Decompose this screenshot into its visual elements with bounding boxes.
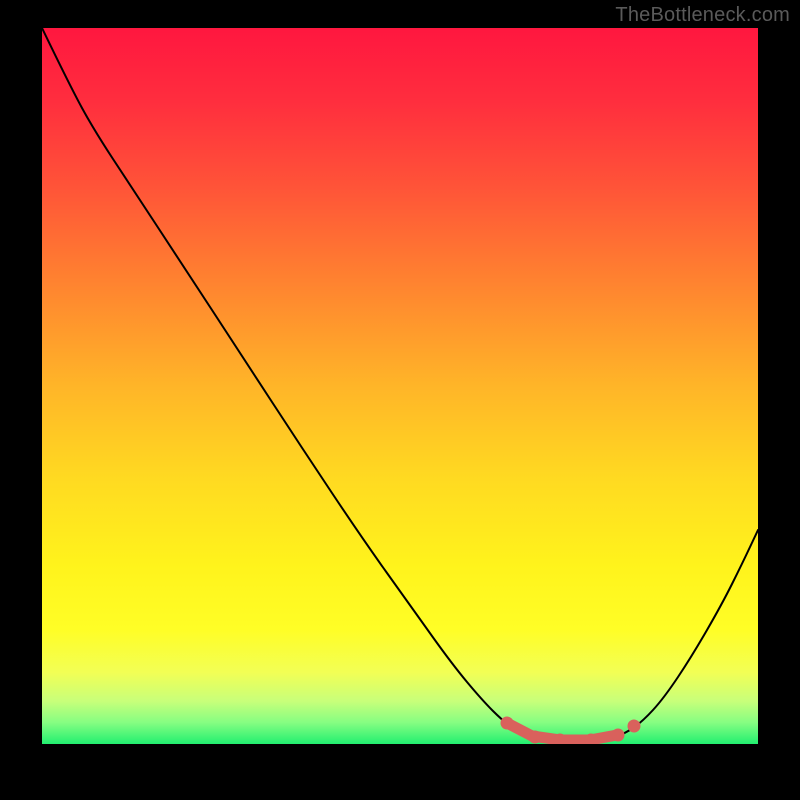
attribution-text: TheBottleneck.com bbox=[615, 4, 790, 27]
bottleneck-chart bbox=[42, 28, 758, 744]
gradient-background bbox=[42, 28, 758, 744]
chart-svg bbox=[42, 28, 758, 744]
